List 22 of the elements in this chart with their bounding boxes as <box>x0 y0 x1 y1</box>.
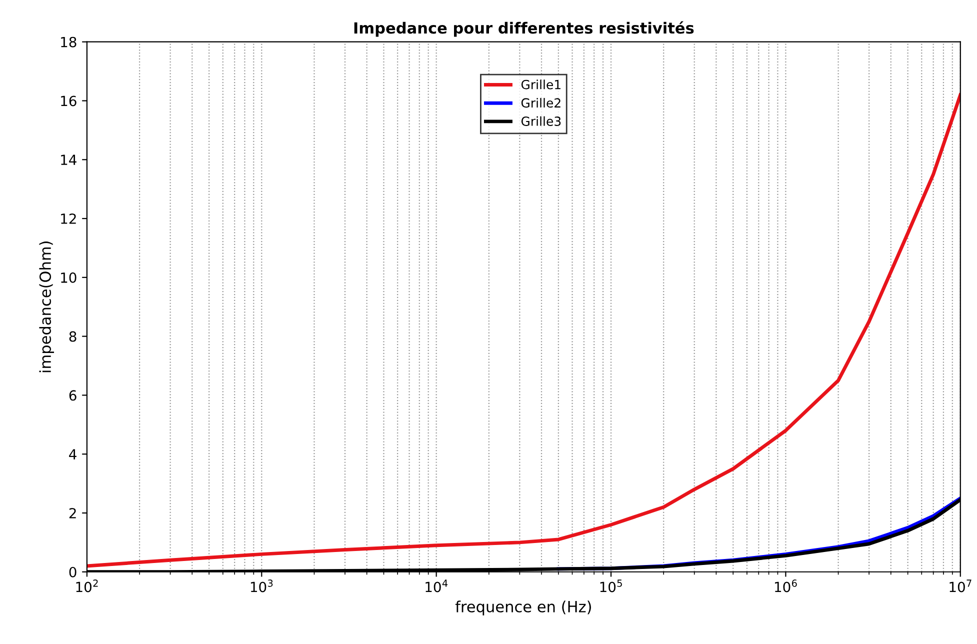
x-axis-title: frequence en (Hz) <box>455 600 591 616</box>
y-axis-title: impedance(Ohm) <box>39 242 54 372</box>
x-tick-label: 10$^{4}$ <box>426 580 448 592</box>
x-tick-label: 10$^{6}$ <box>775 580 797 592</box>
y-tick-label: 8 <box>69 331 76 342</box>
legend-label: Grille2 <box>521 98 560 108</box>
y-tick-label: 6 <box>69 390 76 401</box>
y-tick-label: 16 <box>61 96 76 106</box>
y-tick-label: 0 <box>69 566 76 578</box>
y-tick-label: 12 <box>61 214 76 224</box>
legend-label: Grille3 <box>521 116 561 126</box>
legend-label: Grille1 <box>521 80 560 90</box>
y-tick-label: 4 <box>69 449 76 460</box>
x-tick-label: 10$^{5}$ <box>600 580 622 592</box>
x-tick-label: 10$^{2}$ <box>76 580 98 592</box>
chart-title: Impedance pour differentes resistivités <box>354 21 694 37</box>
y-tick-label: 18 <box>61 36 76 48</box>
x-tick-label: 10$^{3}$ <box>250 580 273 592</box>
x-tick-label: 10$^{7}$ <box>950 580 972 592</box>
y-tick-label: 14 <box>61 154 76 165</box>
y-tick-label: 2 <box>69 508 76 518</box>
y-tick-label: 10 <box>61 272 76 283</box>
